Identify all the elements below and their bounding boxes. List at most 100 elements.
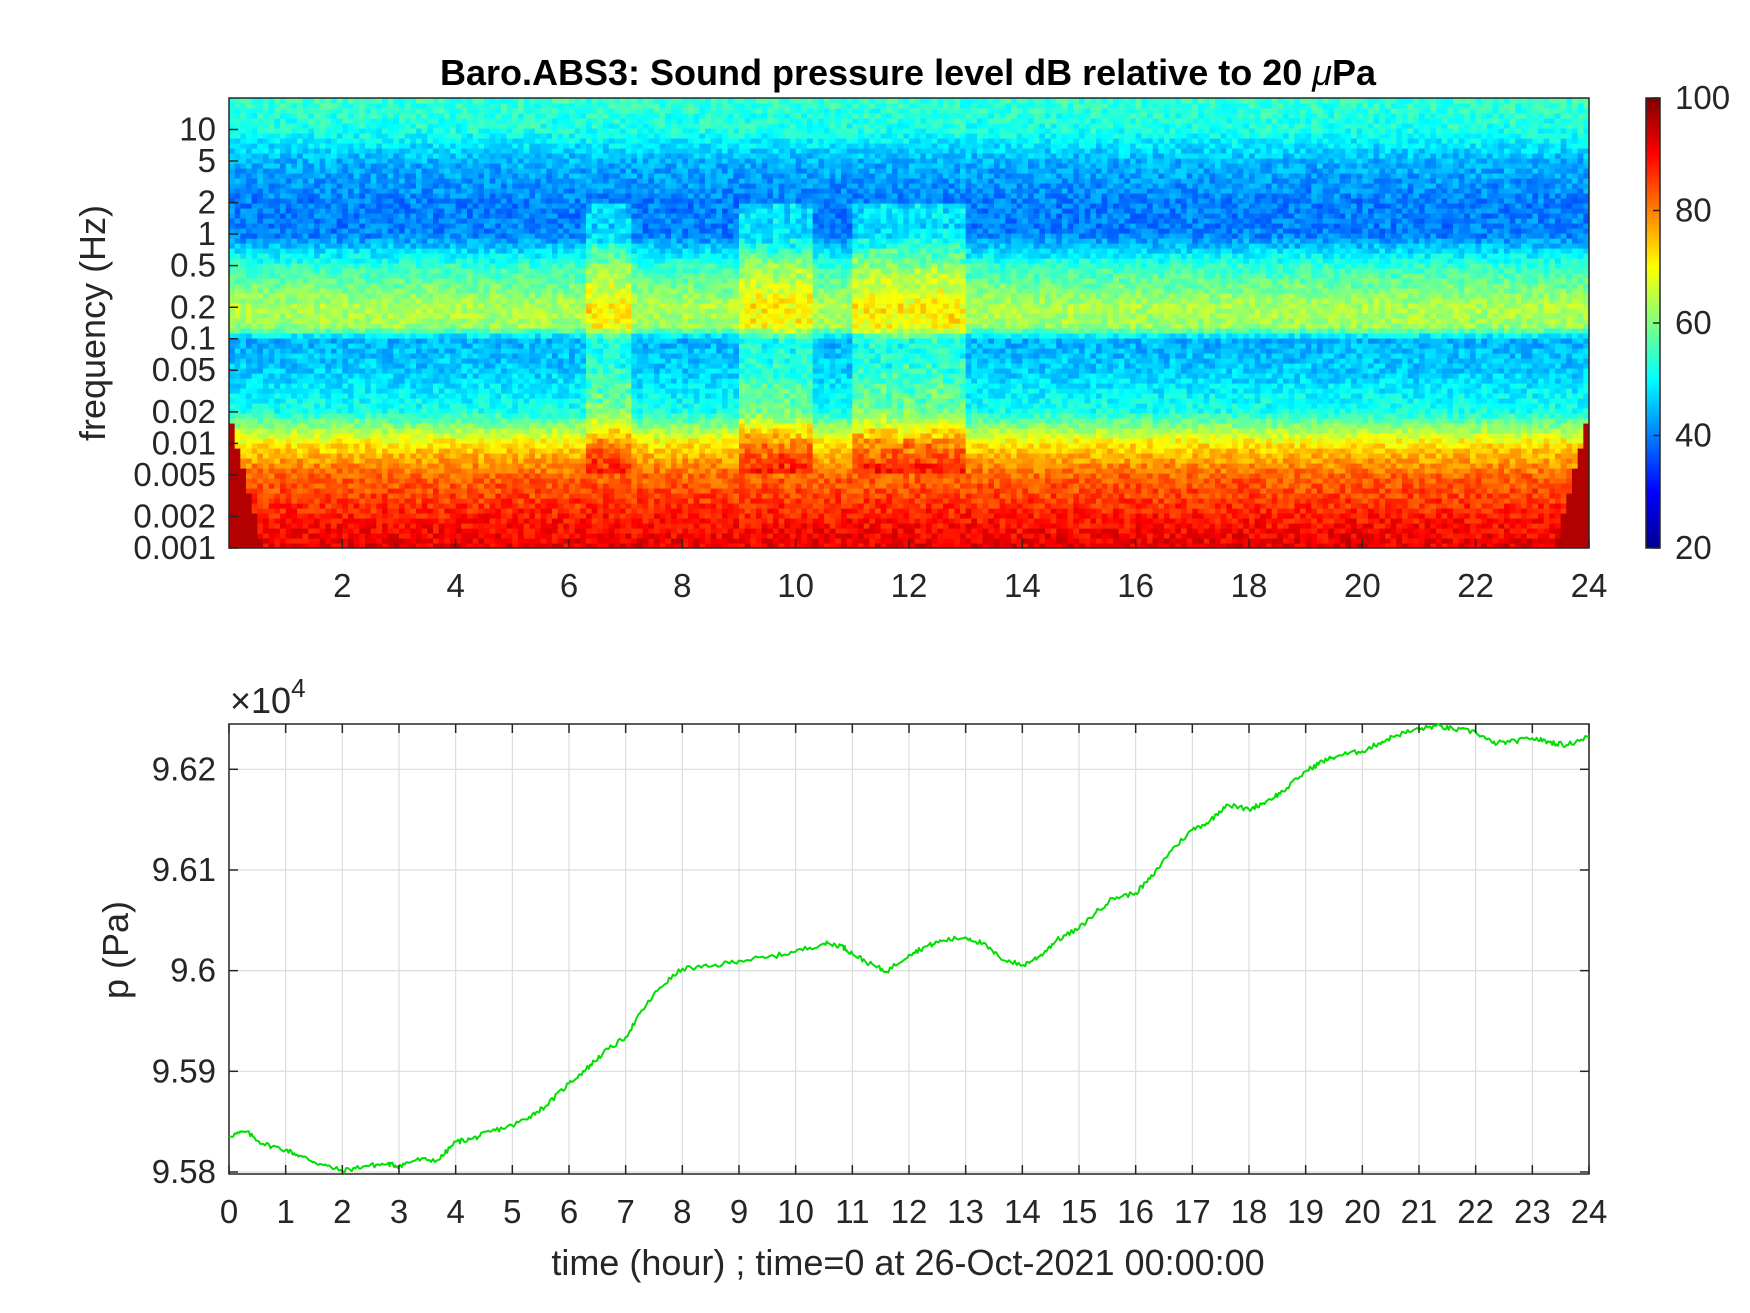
spectrogram-cell <box>387 503 394 509</box>
spectrogram-cell <box>478 298 485 304</box>
spectrogram-cell <box>251 528 258 534</box>
spectrogram-cell <box>535 453 542 459</box>
spectrogram-cell <box>370 208 377 214</box>
spectrogram-cell <box>399 228 406 234</box>
spectrogram-cell <box>484 278 491 284</box>
spectrogram-cell <box>234 198 241 204</box>
spectrogram-cell <box>518 533 525 539</box>
spectrogram-cell <box>376 473 383 479</box>
spectrogram-cell <box>240 263 247 269</box>
spectrogram-cell <box>472 318 479 324</box>
spectrogram-cell <box>404 168 411 174</box>
spectrogram-cell <box>382 333 389 339</box>
spectrogram-cell <box>540 408 547 414</box>
spectrogram-cell <box>438 438 445 444</box>
spectrogram-cell <box>336 343 343 349</box>
spectrogram-cell <box>234 253 241 259</box>
spectrogram-cell <box>489 413 496 419</box>
spectrogram-cell <box>325 448 332 454</box>
spectrogram-cell <box>467 478 474 484</box>
spectrogram-cell <box>291 488 298 494</box>
spectrogram-cell <box>325 363 332 369</box>
spectrogram-cell <box>438 148 445 154</box>
spectrogram-cell <box>540 528 547 534</box>
spectrogram-cell <box>280 103 287 109</box>
spectrogram-cell <box>529 428 536 434</box>
spectrogram-cell <box>325 178 332 184</box>
spectrogram-cell <box>257 343 264 349</box>
spectrogram-cell <box>421 103 428 109</box>
spectrogram-cell <box>535 103 542 109</box>
spectrogram-cell <box>421 173 428 179</box>
spectrogram-cell <box>285 328 292 334</box>
spectrogram-cell <box>359 403 366 409</box>
spectrogram-cell <box>365 203 372 209</box>
spectrogram-cell <box>535 183 542 189</box>
spectrogram-cell <box>308 368 315 374</box>
spectrogram-cell <box>455 328 462 334</box>
spectrogram-cell <box>495 343 502 349</box>
spectrogram-cell <box>410 283 417 289</box>
spectrogram-cell <box>331 98 338 104</box>
spectrogram-cell <box>535 488 542 494</box>
spectrogram-cell <box>314 353 321 359</box>
spectrogram-cell <box>336 153 343 159</box>
spectrogram-cell <box>416 408 423 414</box>
spectrogram-cell <box>518 348 525 354</box>
spectrogram-cell <box>285 333 292 339</box>
spectrogram-cell <box>478 118 485 124</box>
spectrogram-cell <box>325 333 332 339</box>
spectrogram-cell <box>382 398 389 404</box>
spectrogram-cell <box>359 273 366 279</box>
spectrogram-cell <box>495 503 502 509</box>
spectrogram-cell <box>370 138 377 144</box>
spectrogram-cell <box>263 543 270 548</box>
spectrogram-cell <box>342 448 349 454</box>
spectrogram-cell <box>438 363 445 369</box>
spectrogram-cell <box>495 148 502 154</box>
spectrogram-cell <box>467 158 474 164</box>
spectrogram-cell <box>319 418 326 424</box>
spectrogram-cell <box>376 508 383 514</box>
spectrogram-cell <box>410 238 417 244</box>
spectrogram-cell <box>529 373 536 379</box>
spectrogram-cell <box>455 283 462 289</box>
spectrogram-cell <box>376 453 383 459</box>
spectrogram-cell <box>438 203 445 209</box>
spectrogram-cell <box>234 103 241 109</box>
spectrogram-cell <box>455 438 462 444</box>
spectrogram-cell <box>518 98 525 104</box>
spectrogram-cell <box>376 538 383 544</box>
spectrogram-cell <box>433 343 440 349</box>
spectrogram-cell <box>274 103 281 109</box>
spectrogram-cell <box>325 213 332 219</box>
spectrogram-cell <box>342 278 349 284</box>
spectrogram-cell <box>506 283 513 289</box>
spectrogram-cell <box>523 528 530 534</box>
spectrogram-cell <box>229 318 236 324</box>
spectrogram-cell <box>342 303 349 309</box>
spectrogram-cell <box>455 498 462 504</box>
spectrogram-cell <box>495 488 502 494</box>
spectrogram-cell <box>421 98 428 104</box>
spectrogram-cell <box>314 543 321 548</box>
spectrogram-cell <box>331 158 338 164</box>
spectrogram-cell <box>478 348 485 354</box>
spectrogram-cell <box>427 528 434 534</box>
spectrogram-cell <box>291 538 298 544</box>
spectrogram-cell <box>336 253 343 259</box>
spectrogram-cell <box>427 233 434 239</box>
spectrogram-cell <box>302 398 309 404</box>
spectrogram-cell <box>234 298 241 304</box>
spectrogram-cell <box>535 348 542 354</box>
spectrogram-cell <box>302 273 309 279</box>
spectrogram-cell <box>489 398 496 404</box>
spectrogram-cell <box>274 198 281 204</box>
spectrogram-cell <box>523 438 530 444</box>
spectrogram-cell <box>376 533 383 539</box>
spectrogram-cell <box>535 418 542 424</box>
spectrogram-cell <box>234 393 241 399</box>
spectrogram-cell <box>438 508 445 514</box>
spectrogram-cell <box>251 373 258 379</box>
spectrogram-cell <box>365 263 372 269</box>
